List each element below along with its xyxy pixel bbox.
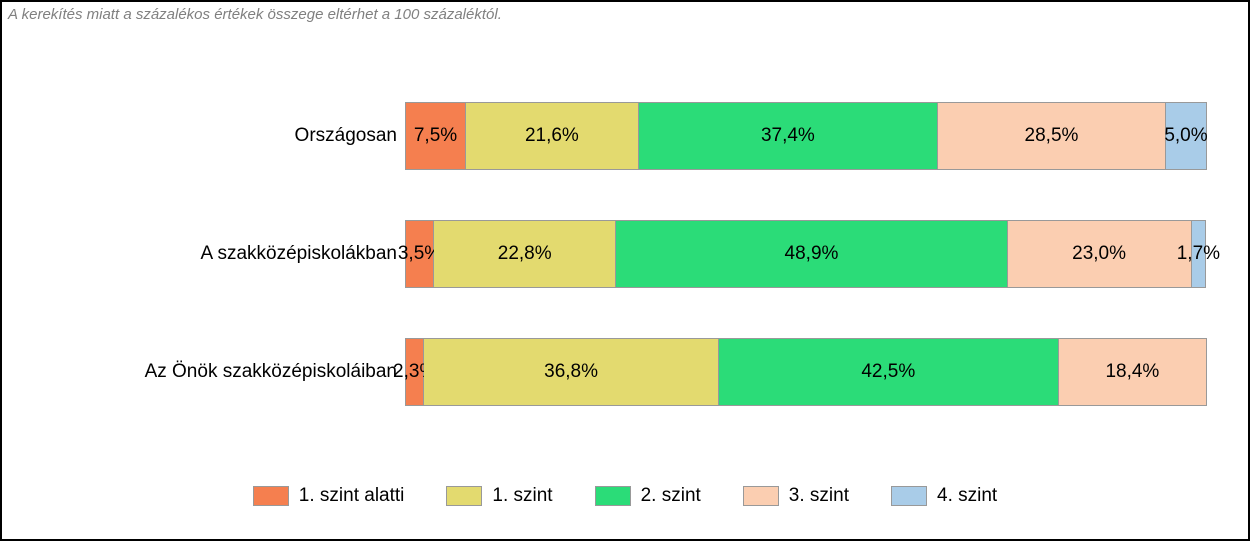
legend-label: 1. szint xyxy=(492,485,552,507)
legend-item: 3. szint xyxy=(743,485,849,507)
bar-segment: 3,5% xyxy=(406,221,434,287)
legend-swatch xyxy=(891,486,927,506)
chart-frame: A kerekítés miatt a százalékos értékek ö… xyxy=(0,0,1250,541)
stacked-bar: 3,5%22,8%48,9%23,0%1,7% xyxy=(405,220,1206,288)
bar-segment: 28,5% xyxy=(938,103,1166,169)
bar-segment: 48,9% xyxy=(616,221,1007,287)
bar-segment: 37,4% xyxy=(639,103,938,169)
bar-segment: 1,7% xyxy=(1192,221,1206,287)
bar-row-label: Országosan xyxy=(2,125,405,147)
legend-item: 2. szint xyxy=(595,485,701,507)
bar-segment: 7,5% xyxy=(406,103,466,169)
bar-segment: 36,8% xyxy=(424,339,718,405)
stacked-bar: 2,3%36,8%42,5%18,4% xyxy=(405,338,1207,406)
bar-row-label: Az Önök szakközépiskoláiban xyxy=(2,361,405,383)
bar-segment: 22,8% xyxy=(434,221,616,287)
bar-segment: 42,5% xyxy=(719,339,1059,405)
legend-item: 1. szint alatti xyxy=(253,485,405,507)
legend-swatch xyxy=(743,486,779,506)
legend-label: 1. szint alatti xyxy=(299,485,405,507)
legend-label: 2. szint xyxy=(641,485,701,507)
bar-segment: 23,0% xyxy=(1008,221,1192,287)
bar-segment: 21,6% xyxy=(466,103,639,169)
chart-caption: A kerekítés miatt a százalékos értékek ö… xyxy=(8,6,502,23)
legend-swatch xyxy=(446,486,482,506)
legend-item: 4. szint xyxy=(891,485,997,507)
bar-segment: 2,3% xyxy=(406,339,424,405)
chart-rows: Országosan7,5%21,6%37,4%28,5%5,0% A szakk… xyxy=(2,102,1248,456)
bar-row: A szakközépiskolákban3,5%22,8%48,9%23,0%… xyxy=(2,220,1248,288)
legend-swatch xyxy=(595,486,631,506)
legend-swatch xyxy=(253,486,289,506)
chart-legend: 1. szint alatti 1. szint 2. szint 3. szint 4… xyxy=(2,485,1248,507)
bar-row: Országosan7,5%21,6%37,4%28,5%5,0% xyxy=(2,102,1248,170)
bar-row-label: A szakközépiskolákban xyxy=(2,243,405,265)
bar-row: Az Önök szakközépiskoláiban2,3%36,8%42,5… xyxy=(2,338,1248,406)
bar-segment: 18,4% xyxy=(1059,339,1206,405)
legend-label: 3. szint xyxy=(789,485,849,507)
legend-label: 4. szint xyxy=(937,485,997,507)
bar-segment: 5,0% xyxy=(1166,103,1206,169)
stacked-bar: 7,5%21,6%37,4%28,5%5,0% xyxy=(405,102,1207,170)
legend-item: 1. szint xyxy=(446,485,552,507)
